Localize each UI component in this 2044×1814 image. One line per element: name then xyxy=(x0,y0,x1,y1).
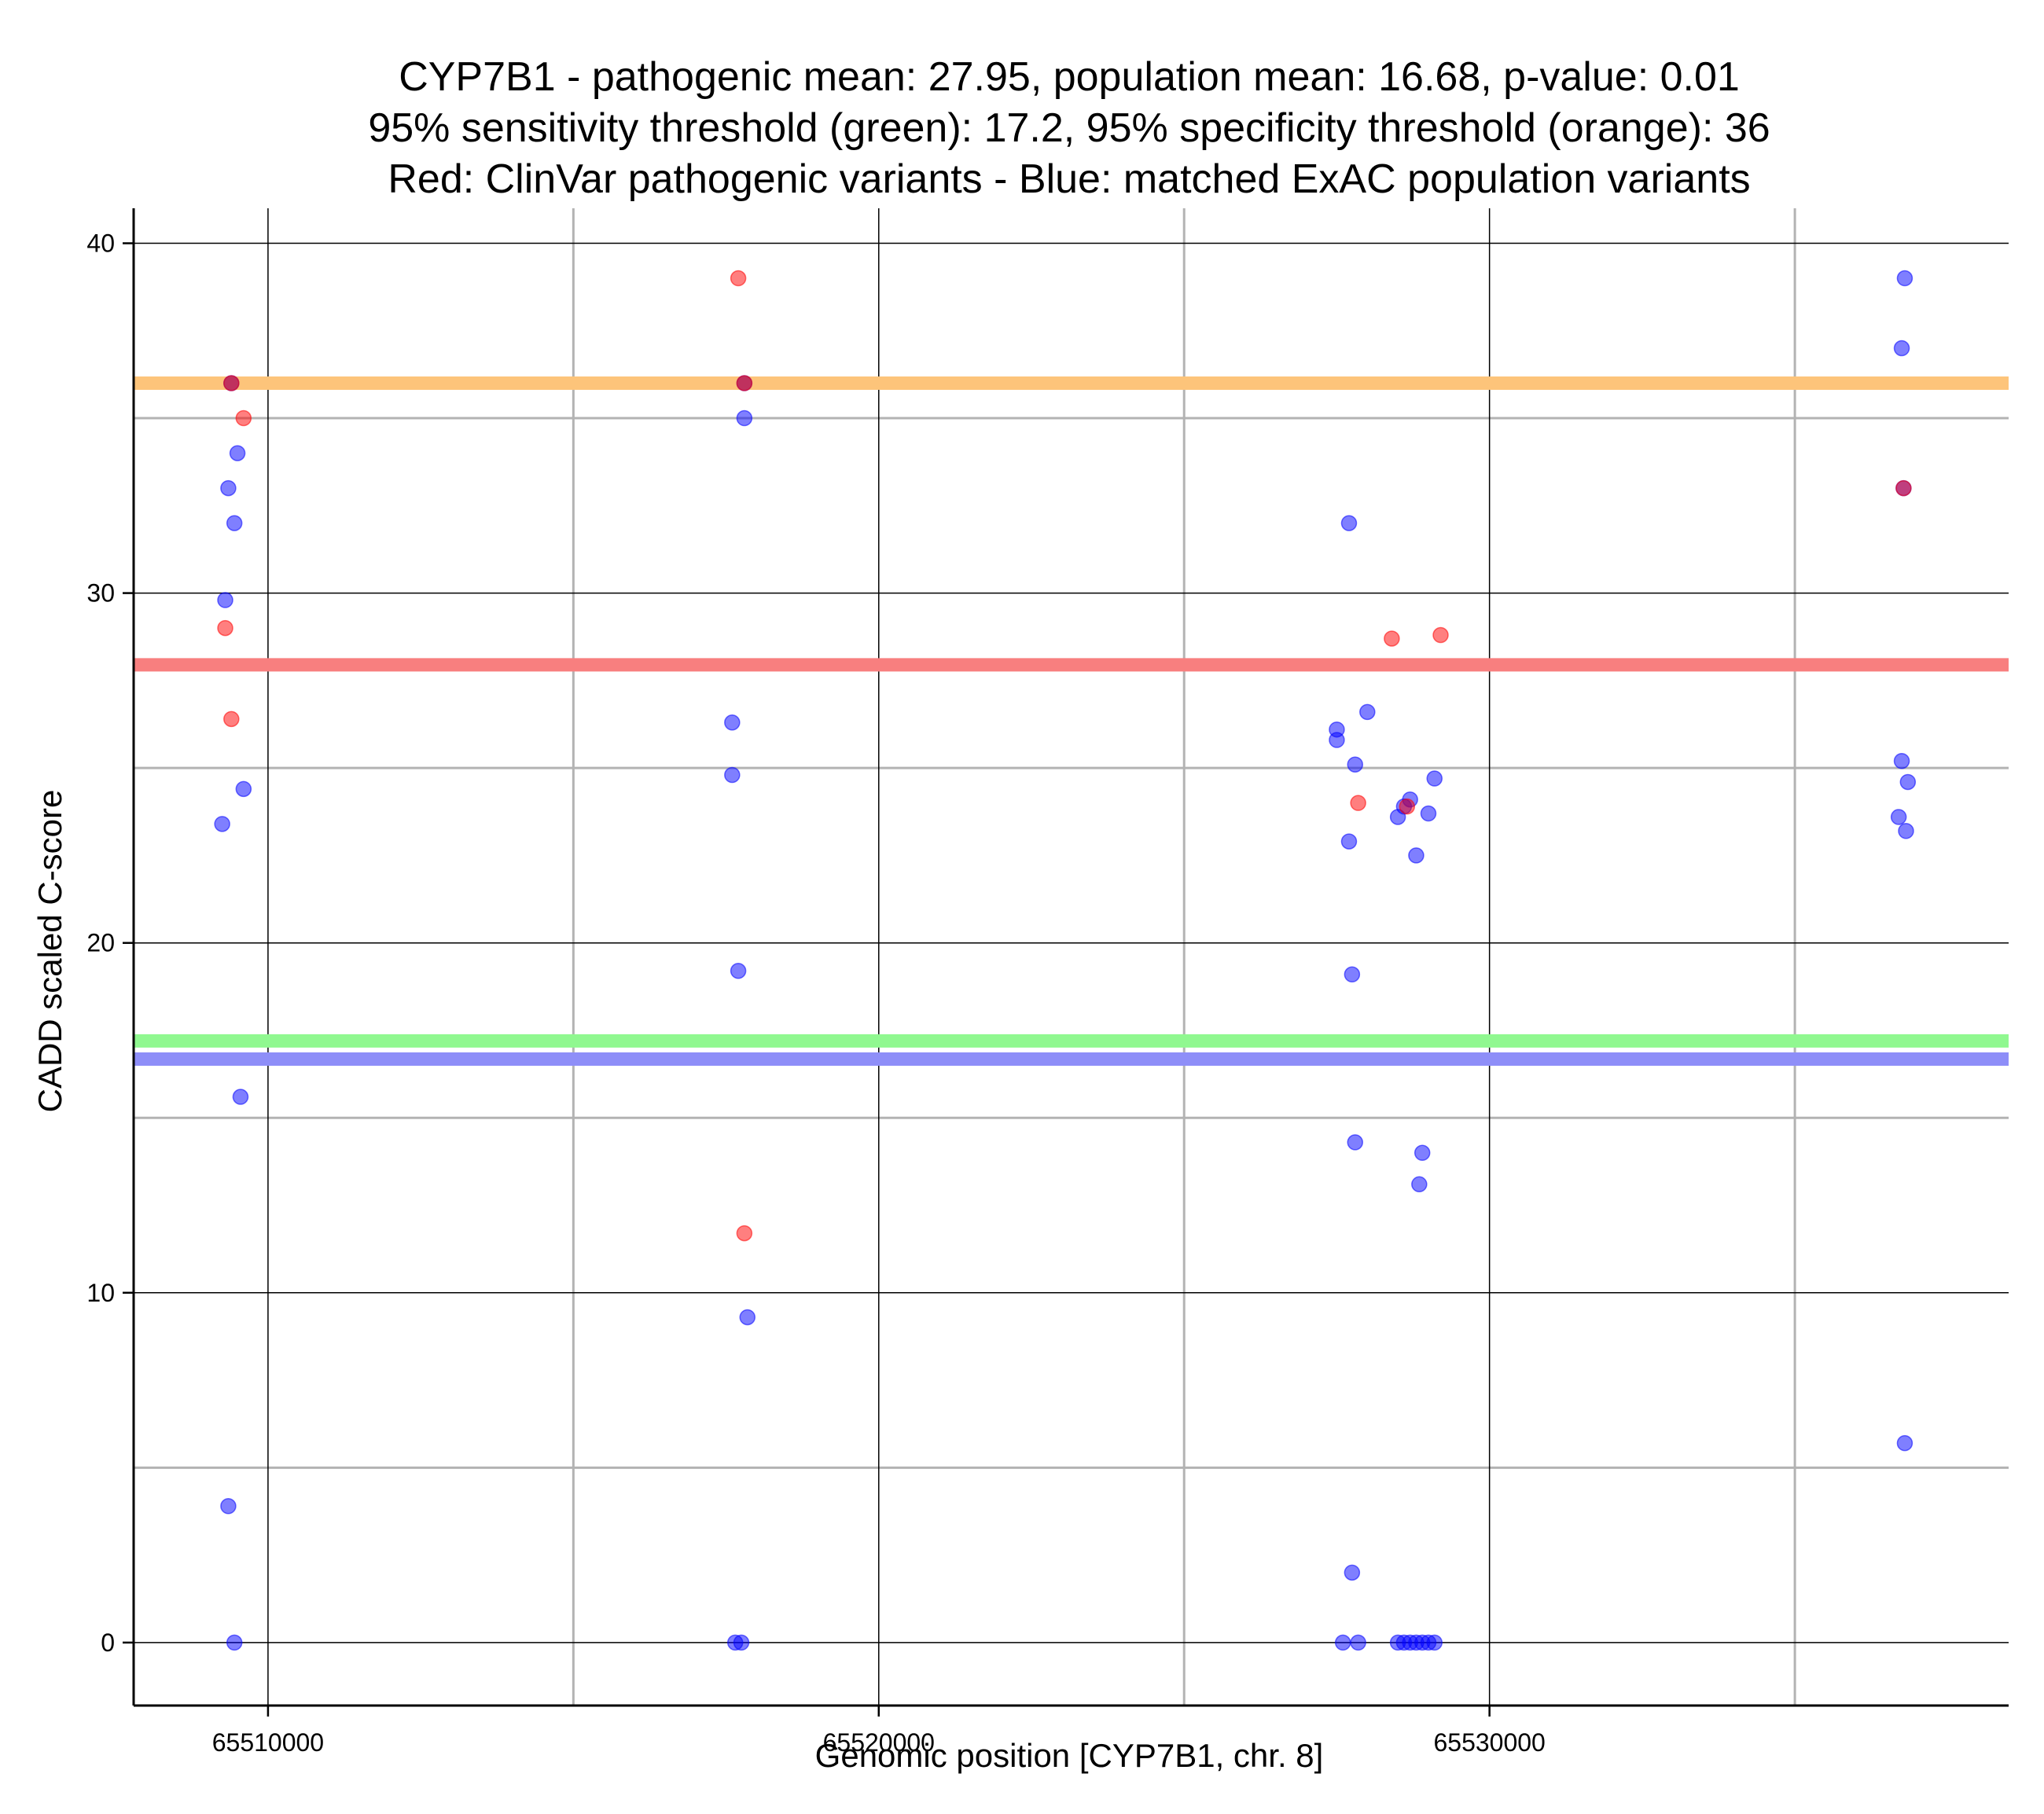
population-point xyxy=(1408,847,1425,864)
population-point xyxy=(1896,270,1913,287)
population-point xyxy=(1893,340,1910,357)
population-point xyxy=(1414,1144,1431,1162)
population-point xyxy=(235,780,252,798)
population-point xyxy=(730,963,747,979)
population-point xyxy=(229,445,246,461)
population-point xyxy=(724,714,741,731)
population-point xyxy=(1899,773,1917,791)
population-point xyxy=(724,766,741,784)
population-point xyxy=(226,1634,243,1651)
pathogenic-point xyxy=(1350,795,1366,811)
pathogenic-point xyxy=(217,619,233,637)
pathogenic-point xyxy=(1895,479,1912,497)
pathogenic-point xyxy=(736,1225,753,1242)
population-point xyxy=(1344,966,1361,983)
population-point xyxy=(1893,752,1910,769)
axes: 65510000 65520000 65530000 0 10 20 30 40 xyxy=(86,208,2009,1757)
pathogenic-point xyxy=(736,375,753,391)
population-point xyxy=(1420,805,1437,822)
title-line-3: Red: ClinVar pathogenic variants - Blue:… xyxy=(388,156,1750,202)
y-tick-label: 40 xyxy=(86,230,115,258)
data-points xyxy=(214,270,1917,1651)
population-point xyxy=(1896,1434,1913,1452)
y-tick-label: 0 xyxy=(101,1629,115,1657)
pathogenic-point xyxy=(223,375,240,391)
grid xyxy=(134,208,2009,1706)
y-axis-title: CADD scaled C-score xyxy=(31,790,68,1113)
population-point xyxy=(1359,703,1376,721)
reference-lines xyxy=(134,376,2009,1066)
pathogenic-point xyxy=(1384,630,1400,647)
population-point xyxy=(214,816,230,832)
population-point xyxy=(1350,1634,1366,1651)
population-point xyxy=(217,592,233,608)
population-point xyxy=(1347,756,1363,773)
pathogenic-point xyxy=(235,409,252,427)
x-axis-title: Genomic position [CYP7B1, chr. 8] xyxy=(815,1737,1324,1774)
population-point xyxy=(736,409,753,427)
x-tick-label: 65510000 xyxy=(212,1728,324,1757)
population-point xyxy=(220,479,237,497)
pathogenic-point xyxy=(730,270,747,287)
title-line-2: 95% sensitivity threshold (green): 17.2,… xyxy=(368,105,1770,151)
population-point xyxy=(232,1089,249,1105)
population-point xyxy=(220,1498,237,1515)
pathogenic-point xyxy=(223,711,240,728)
population-point xyxy=(733,1634,750,1651)
population-point xyxy=(739,1309,756,1326)
population-point xyxy=(1340,515,1358,531)
population-point xyxy=(1426,1634,1443,1651)
population-point xyxy=(1898,823,1914,839)
population-point xyxy=(1329,732,1345,748)
pathogenic-point xyxy=(1432,626,1449,644)
population-point xyxy=(1347,1134,1363,1151)
chart-title: CYP7B1 - pathogenic mean: 27.95, populat… xyxy=(368,54,1770,202)
x-tick-label: 65520000 xyxy=(823,1728,935,1757)
pathogenic-point xyxy=(1399,798,1416,815)
population-point xyxy=(1334,1634,1351,1651)
title-line-1: CYP7B1 - pathogenic mean: 27.95, populat… xyxy=(399,54,1740,100)
population-point xyxy=(1426,770,1443,787)
population-point xyxy=(1890,809,1907,825)
y-tick-label: 10 xyxy=(86,1279,115,1307)
population-point xyxy=(226,515,243,531)
population-point xyxy=(1389,809,1406,825)
population-point xyxy=(1411,1176,1428,1193)
population-point xyxy=(1340,833,1358,850)
x-tick-label: 65530000 xyxy=(1433,1728,1545,1757)
y-tick-label: 30 xyxy=(86,579,115,608)
population-point xyxy=(1344,1564,1361,1581)
y-tick-label: 20 xyxy=(86,929,115,957)
